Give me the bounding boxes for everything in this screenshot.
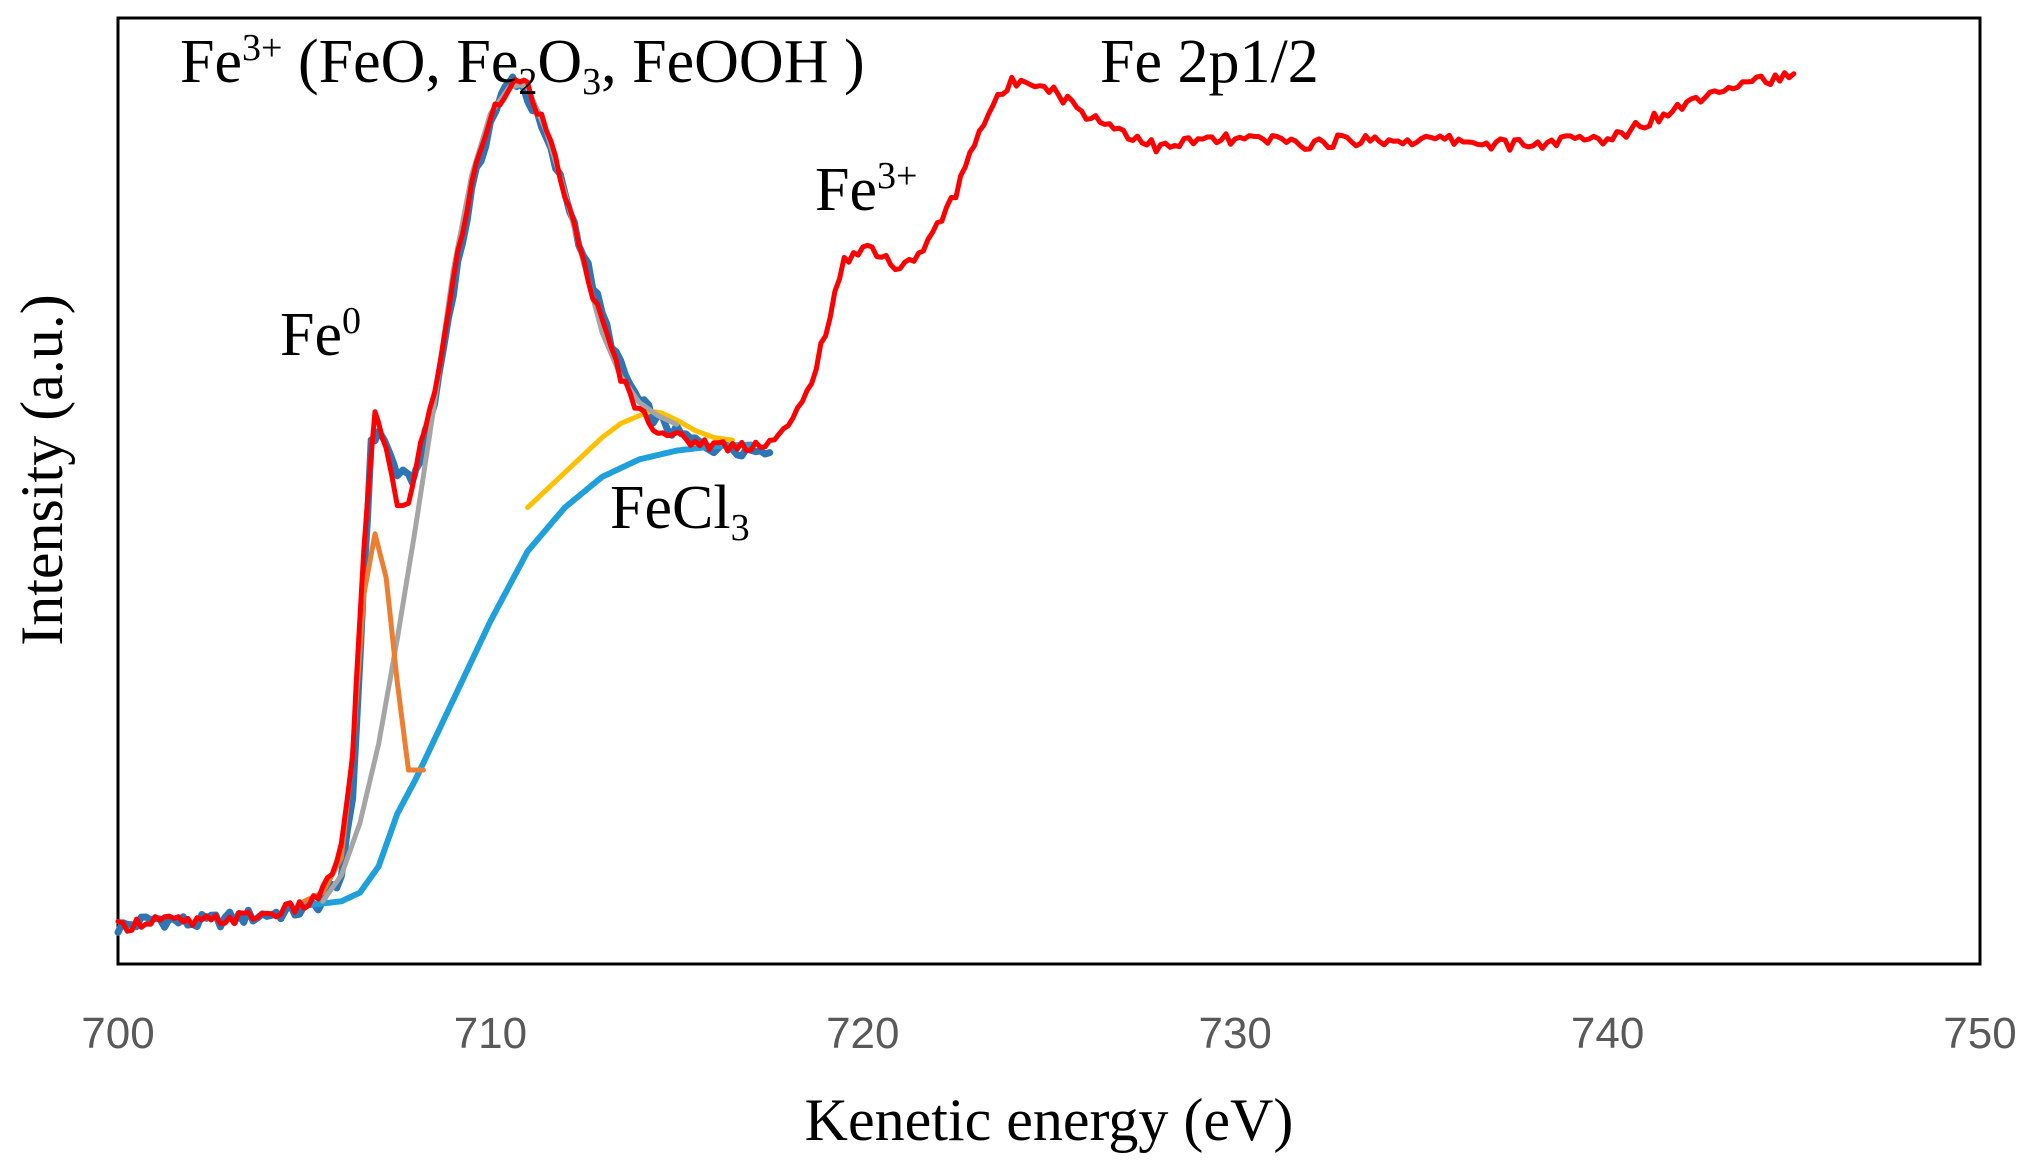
ann-sup: 3+ — [242, 27, 282, 69]
x-tick-label: 700 — [81, 1009, 154, 1058]
x-tick-label: 730 — [1198, 1009, 1271, 1058]
series-line-fecl3-component — [525, 408, 735, 510]
x-tick-label: 710 — [454, 1009, 527, 1058]
annotation-fe-2p12: Fe 2p1/2 — [1100, 28, 1319, 96]
ann-rest2: O — [537, 28, 582, 96]
x-tick-label: 750 — [1943, 1009, 2016, 1058]
series-line-fitted-envelope — [115, 70, 1797, 934]
x-axis-title: Kenetic energy (eV) — [805, 1087, 1294, 1153]
ann-sub: 3 — [582, 61, 601, 103]
ann-sup: 0 — [342, 300, 361, 342]
ann-rest: (FeO, Fe — [282, 28, 518, 96]
annotation-fecl3: FeCl3 — [610, 474, 750, 549]
annotation-fe3-satellite: Fe3+ — [815, 155, 917, 224]
ann-sub: 3 — [731, 507, 750, 549]
x-tick-label: 740 — [1571, 1009, 1644, 1058]
ann-base: Fe — [180, 28, 242, 96]
ann-base: FeCl — [610, 474, 731, 542]
ann-base: Fe — [815, 156, 877, 224]
ann-sup: 3+ — [877, 155, 917, 197]
series-line-background — [301, 441, 755, 909]
x-tick-label: 720 — [826, 1009, 899, 1058]
x-tick-labels: 700 710 720 730 740 750 — [81, 1009, 2016, 1058]
plot-area — [116, 16, 1982, 966]
annotation-fe0: Fe0 — [280, 300, 361, 369]
series-layer — [114, 70, 1797, 936]
y-axis-title: Intensity (a.u.) — [9, 294, 75, 646]
ann-base: Fe — [280, 301, 342, 369]
ann-sub: 2 — [518, 61, 537, 103]
annotation-fe3-main: Fe3+ (FeO, Fe2O3, FeOOH ) — [180, 27, 865, 103]
ann-rest3: , FeOOH ) — [601, 28, 864, 96]
